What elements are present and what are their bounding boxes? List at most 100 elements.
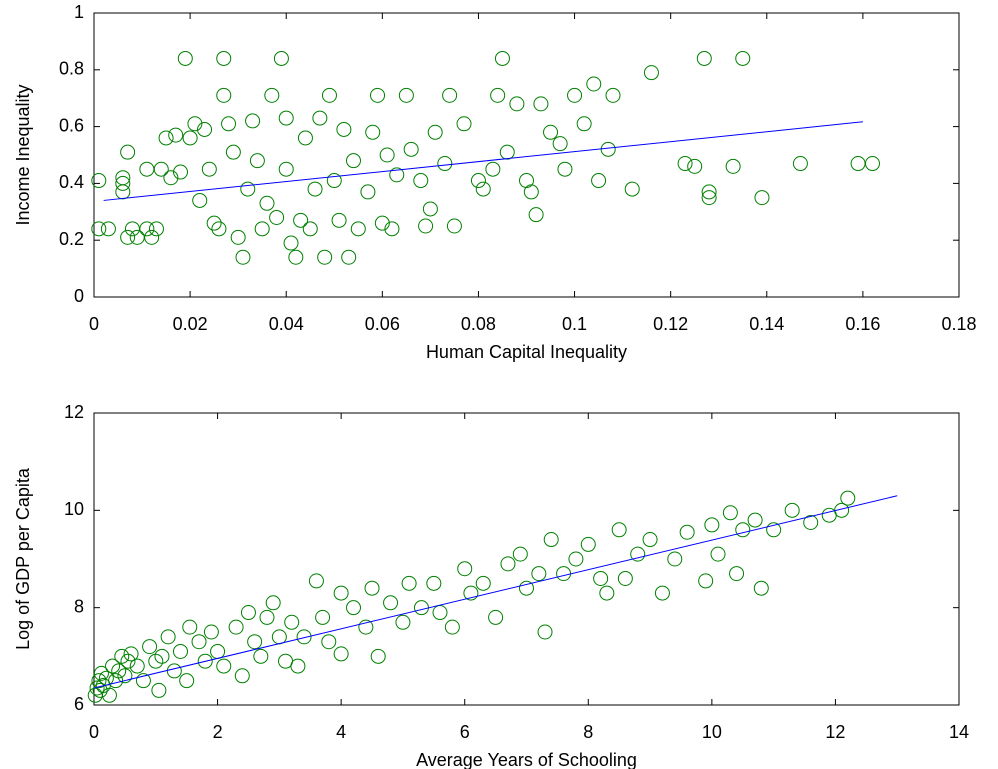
fit-line	[103, 121, 863, 201]
data-point	[442, 87, 458, 103]
plot-frame	[93, 412, 960, 706]
data-point	[580, 536, 596, 552]
x-tick-label: 14	[949, 722, 969, 742]
data-point	[735, 522, 751, 538]
y-tick-label: 6	[74, 694, 84, 714]
data-point	[144, 229, 160, 245]
x-axis-label: Average Years of Schooling	[416, 750, 637, 769]
data-point	[91, 673, 107, 689]
data-point	[499, 144, 515, 160]
data-point	[235, 249, 251, 265]
data-point	[225, 144, 241, 160]
data-point	[333, 585, 349, 601]
data-point	[591, 173, 607, 189]
y-tick-label: 12	[64, 402, 84, 422]
data-point	[135, 673, 151, 689]
data-point	[701, 190, 717, 206]
data-point	[370, 648, 386, 664]
data-point	[89, 680, 105, 696]
data-point	[403, 141, 419, 157]
data-point	[401, 575, 417, 591]
data-point	[556, 566, 572, 582]
data-point	[383, 595, 399, 611]
data-point	[567, 87, 583, 103]
data-point	[302, 221, 318, 237]
data-point	[729, 566, 745, 582]
x-tick-label: 0.06	[365, 314, 400, 334]
data-point	[228, 619, 244, 635]
data-point	[142, 639, 158, 655]
data-point	[100, 221, 116, 237]
data-point	[735, 50, 751, 66]
data-point	[500, 556, 516, 572]
x-tick-label: 0.02	[173, 314, 208, 334]
data-point	[413, 600, 429, 616]
data-point	[543, 124, 559, 140]
y-tick-label: 0.4	[59, 172, 84, 192]
data-point	[850, 156, 866, 172]
data-point	[160, 629, 176, 645]
data-point	[696, 50, 712, 66]
data-point	[519, 580, 534, 596]
data-point	[278, 161, 294, 177]
data-point	[784, 502, 800, 518]
data-point	[437, 156, 453, 172]
data-point	[494, 50, 510, 66]
data-point	[115, 170, 131, 186]
data-point	[611, 522, 627, 538]
data-point	[470, 173, 486, 189]
y-tick-label: 0	[74, 286, 84, 306]
data-point	[151, 682, 167, 698]
data-point	[519, 173, 534, 189]
data-point	[182, 619, 198, 635]
data-point	[528, 207, 544, 223]
data-point	[153, 161, 169, 177]
data-point	[698, 573, 714, 589]
data-point	[326, 173, 342, 189]
data-point	[293, 212, 309, 228]
data-point	[422, 201, 438, 217]
data-point	[792, 156, 808, 172]
data-point	[557, 161, 573, 177]
x-tick-label: 8	[583, 722, 593, 742]
y-tick-label: 0.6	[59, 115, 84, 135]
data-point	[427, 124, 443, 140]
data-point	[177, 50, 193, 66]
data-point	[240, 181, 256, 197]
data-point	[158, 130, 174, 146]
data-point	[803, 515, 819, 530]
data-point	[687, 158, 703, 174]
data-point	[139, 161, 155, 177]
data-point	[245, 113, 261, 129]
data-point	[537, 624, 553, 640]
data-point	[283, 235, 299, 251]
data-point	[485, 161, 501, 177]
data-point	[278, 110, 294, 126]
data-point	[384, 221, 400, 237]
data-point	[297, 130, 313, 146]
data-point	[216, 50, 232, 66]
data-point	[308, 573, 324, 589]
data-point	[221, 116, 237, 132]
data-point	[148, 653, 164, 669]
data-point	[247, 634, 263, 650]
data-point	[456, 116, 472, 132]
data-point	[120, 144, 136, 160]
data-point	[197, 653, 213, 669]
data-point	[269, 209, 285, 225]
data-point	[331, 212, 347, 228]
data-point	[290, 658, 306, 674]
data-point	[120, 653, 136, 669]
data-point	[624, 181, 640, 197]
data-point	[413, 173, 429, 189]
x-tick-label: 0.12	[653, 314, 688, 334]
data-point	[677, 156, 693, 172]
data-point	[704, 517, 720, 533]
data-point	[114, 648, 130, 664]
data-point	[346, 600, 361, 616]
x-tick-label: 4	[336, 722, 346, 742]
x-tick-label: 0.08	[461, 314, 496, 334]
data-point	[265, 595, 281, 611]
data-point	[148, 221, 164, 237]
fit-line	[93, 495, 898, 689]
